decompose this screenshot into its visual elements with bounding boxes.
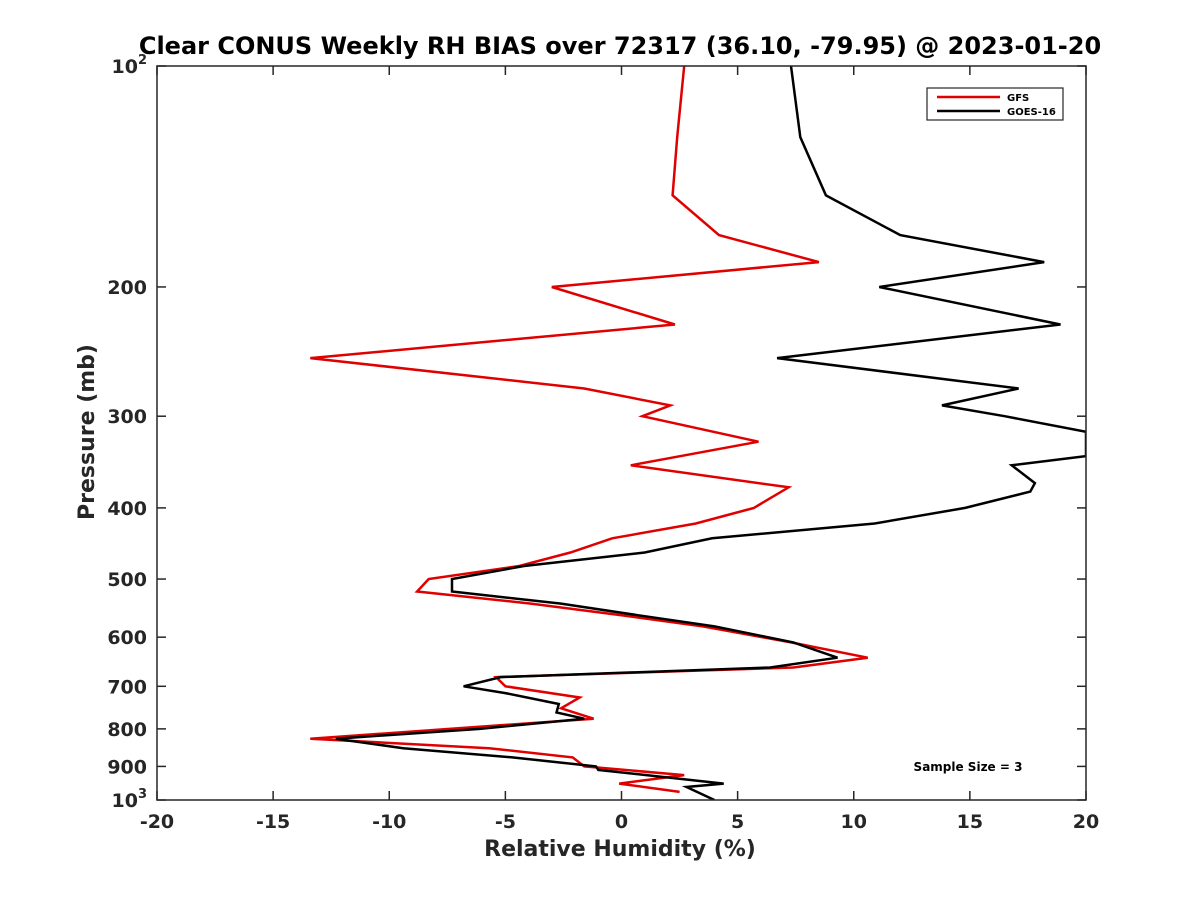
sample-size-annotation: Sample Size = 3	[914, 760, 1023, 774]
x-tick-label: -15	[256, 811, 290, 833]
y-tick-label: 400	[107, 498, 147, 520]
x-axis-ticks: -20 -15 -10 -5 0 5 10 15 20	[140, 66, 1099, 833]
y-tick-label: 103	[112, 787, 148, 812]
series-line-goes-16	[335, 66, 1086, 800]
series-line-gfs	[310, 66, 868, 794]
x-tick-label: -5	[495, 811, 516, 833]
x-tick-label: -20	[140, 811, 174, 833]
legend-label-gfs: GFS	[1007, 93, 1029, 104]
x-tick-label: -10	[372, 811, 406, 833]
chart-title: Clear CONUS Weekly RH BIAS over 72317 (3…	[139, 32, 1101, 60]
x-tick-label: 15	[957, 811, 983, 833]
y-tick-label: 102	[112, 53, 148, 78]
plot-area-frame	[156, 65, 1087, 801]
plot-series	[310, 66, 1086, 800]
y-tick-label: 300	[107, 406, 147, 428]
y-axis-ticks: 102 200 300 400 500 600 700 800 900 103	[107, 53, 1086, 812]
y-tick-label: 900	[107, 756, 147, 778]
x-tick-label: 5	[731, 811, 744, 833]
y-tick-label: 200	[107, 277, 147, 299]
y-tick-label: 600	[107, 627, 147, 649]
legend-label-goes16: GOES-16	[1007, 107, 1056, 118]
y-axis-label: Pressure (mb)	[75, 344, 100, 520]
legend-box	[926, 87, 1064, 121]
y-tick-label: 800	[107, 719, 147, 741]
x-tick-label: 0	[615, 811, 628, 833]
x-tick-label: 20	[1073, 811, 1099, 833]
y-tick-label: 700	[107, 676, 147, 698]
x-tick-label: 10	[841, 811, 867, 833]
y-tick-label: 500	[107, 569, 147, 591]
x-axis-label: Relative Humidity (%)	[484, 837, 756, 862]
legend: GFS GOES-16	[926, 87, 1064, 121]
